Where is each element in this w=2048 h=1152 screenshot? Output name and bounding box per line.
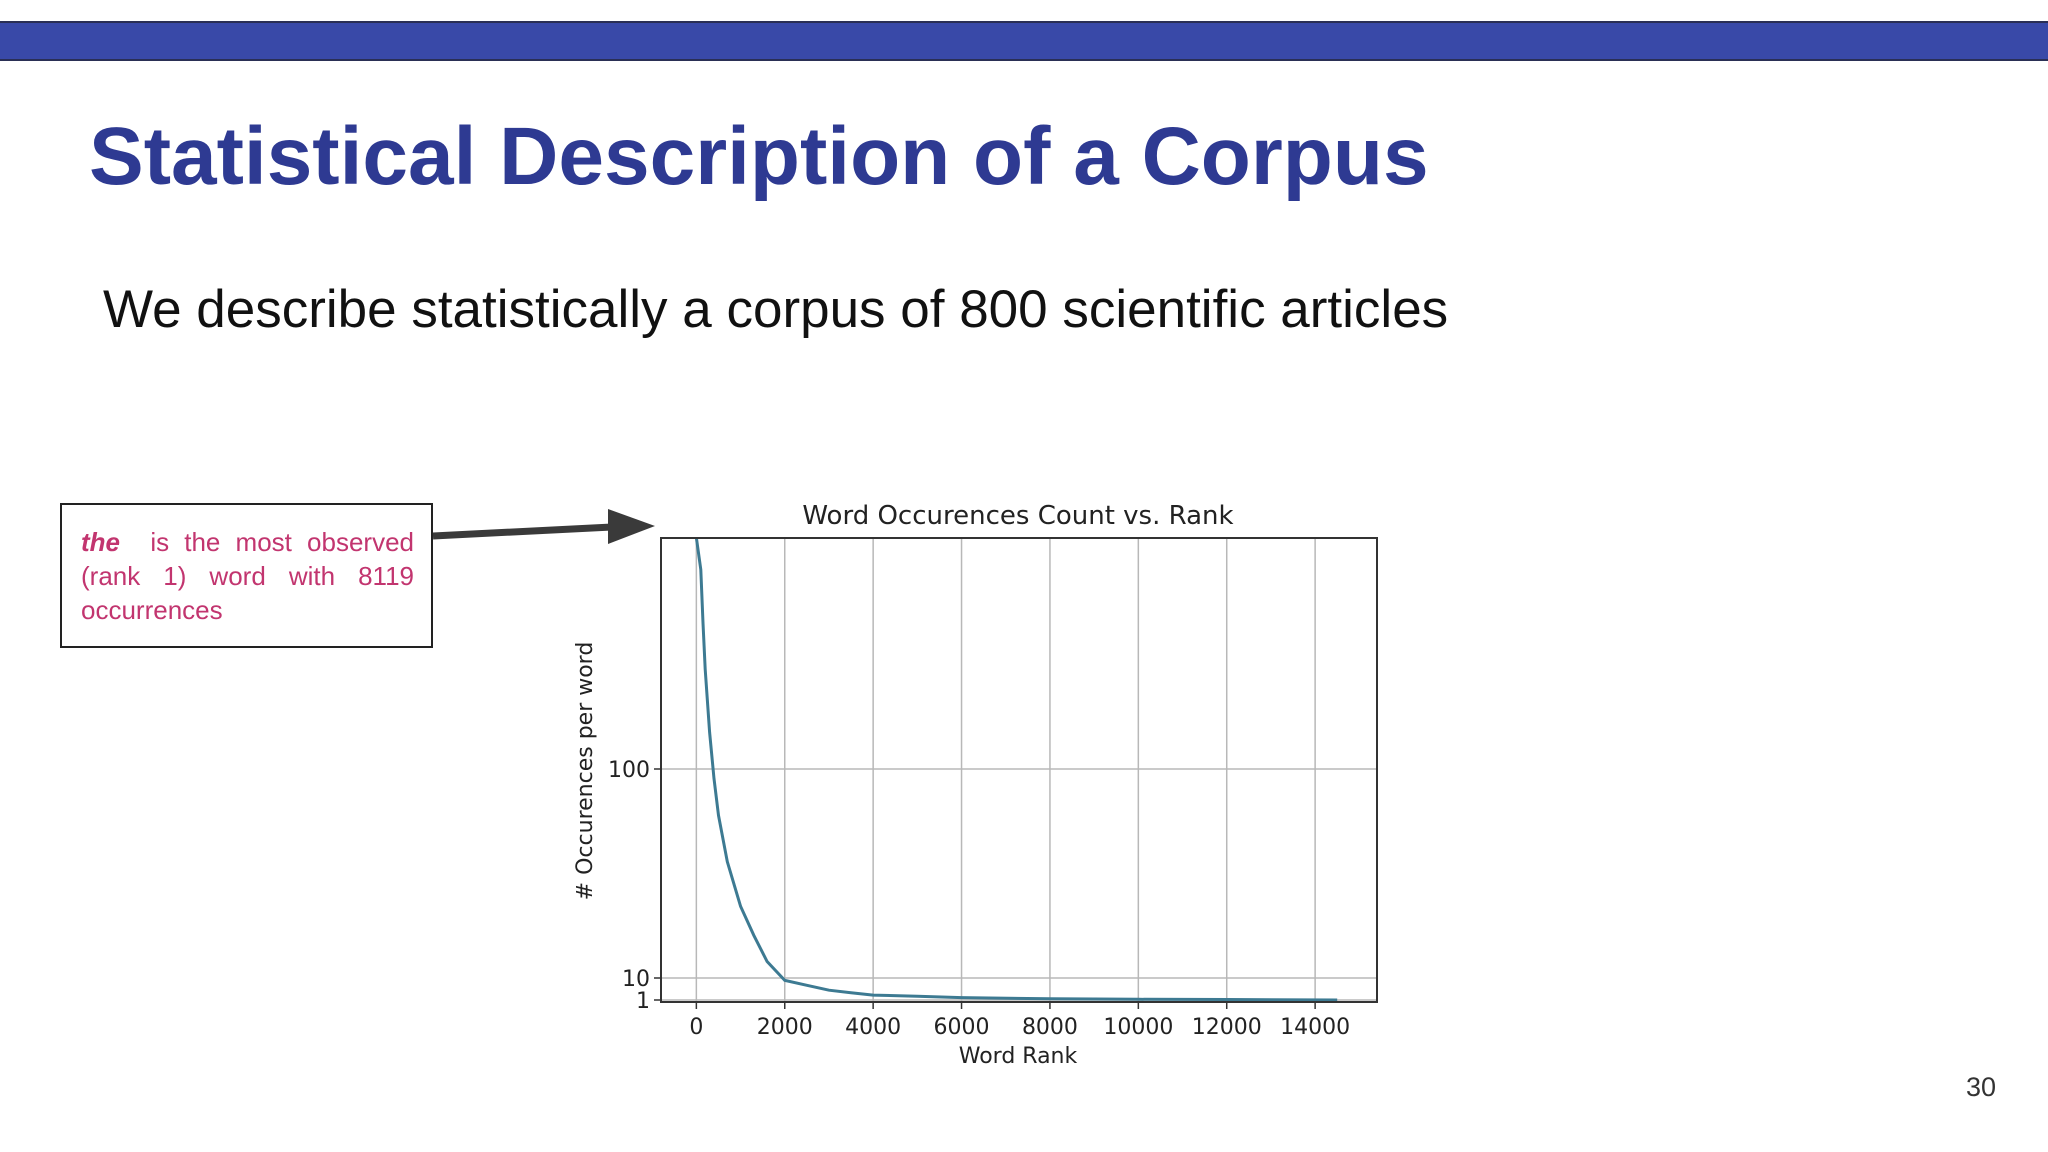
- x-tick-label: 6000: [934, 1015, 990, 1040]
- slide-subtitle: We describe statistically a corpus of 80…: [103, 280, 1449, 339]
- callout-box: the is the most observed (rank 1) word w…: [60, 503, 433, 648]
- top-accent-bar: [0, 21, 2048, 61]
- y-tick-label: 1: [636, 989, 650, 1014]
- x-tick-label: 4000: [845, 1015, 901, 1040]
- slide-title: Statistical Description of a Corpus: [89, 111, 1429, 202]
- series-line: [694, 537, 1338, 1002]
- x-tick-label: 0: [689, 1015, 703, 1040]
- callout-arrow-head: [608, 509, 655, 544]
- callout-emphasis: the: [81, 527, 120, 557]
- y-tick-label: 100: [608, 758, 650, 783]
- x-axis-label: Word Rank: [959, 1044, 1078, 1069]
- x-tick-label: 8000: [1022, 1015, 1078, 1040]
- x-tick-label: 10000: [1103, 1015, 1173, 1040]
- callout-text: the is the most observed (rank 1) word w…: [81, 525, 414, 627]
- y-axis-label: # Occurences per word: [573, 642, 598, 901]
- chart-title: Word Occurences Count vs. Rank: [802, 501, 1233, 531]
- y-tick-label: 10: [622, 967, 650, 992]
- callout-body: is the most observed (rank 1) word with …: [81, 527, 414, 625]
- x-tick-label: 2000: [757, 1015, 813, 1040]
- x-tick-label: 12000: [1192, 1015, 1262, 1040]
- grid-layer: [661, 538, 1377, 1002]
- tick-layer: 0 2000 4000 6000 8000 10000 12000 14000 110 100: [608, 758, 1350, 1040]
- callout-arrow-shaft: [432, 523, 613, 540]
- x-tick-label: 14000: [1280, 1015, 1350, 1040]
- page-number: 30: [1966, 1072, 1997, 1102]
- plot-frame: [660, 537, 1378, 1003]
